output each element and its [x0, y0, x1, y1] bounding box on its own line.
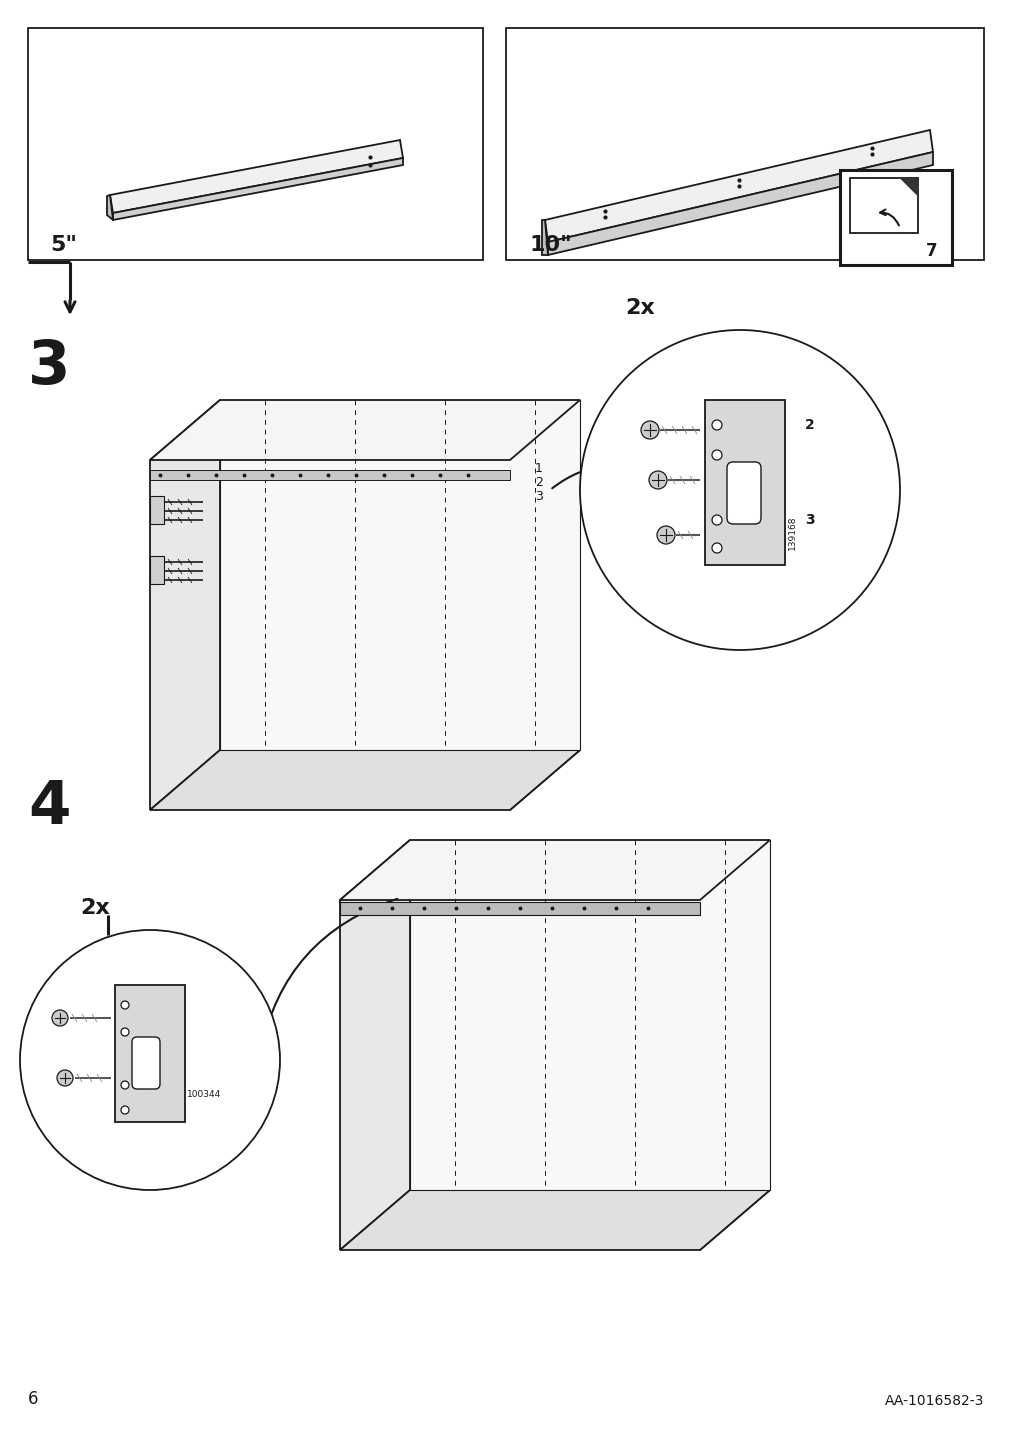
Polygon shape — [113, 158, 402, 221]
Text: 10": 10" — [530, 235, 572, 255]
Circle shape — [648, 471, 666, 488]
Polygon shape — [340, 841, 409, 1250]
Circle shape — [712, 516, 721, 526]
FancyBboxPatch shape — [726, 463, 760, 524]
Polygon shape — [899, 178, 917, 196]
Polygon shape — [548, 152, 932, 255]
Polygon shape — [542, 221, 548, 255]
Polygon shape — [340, 1190, 769, 1250]
Polygon shape — [340, 902, 700, 915]
FancyBboxPatch shape — [131, 1037, 160, 1088]
Text: 3: 3 — [804, 513, 814, 527]
Polygon shape — [150, 400, 579, 460]
Bar — [839, 170, 951, 265]
Circle shape — [20, 929, 280, 1190]
Polygon shape — [545, 130, 932, 242]
Text: 139168: 139168 — [788, 516, 797, 550]
Polygon shape — [510, 400, 579, 811]
Bar — [150, 556, 164, 584]
Text: 1: 1 — [535, 461, 542, 474]
Bar — [506, 29, 983, 261]
Circle shape — [579, 329, 899, 650]
Circle shape — [712, 543, 721, 553]
Circle shape — [57, 1070, 73, 1085]
Polygon shape — [409, 841, 769, 1190]
Polygon shape — [150, 470, 510, 480]
Text: 6: 6 — [28, 1390, 38, 1408]
Text: 3: 3 — [28, 338, 71, 397]
Polygon shape — [115, 985, 185, 1123]
Circle shape — [121, 1001, 128, 1010]
Text: 4: 4 — [28, 778, 71, 836]
Text: 5": 5" — [50, 235, 77, 255]
Text: 7: 7 — [925, 242, 937, 261]
Circle shape — [712, 450, 721, 460]
Text: 2x: 2x — [625, 298, 654, 318]
Polygon shape — [110, 140, 402, 213]
Bar — [849, 178, 917, 233]
Circle shape — [712, 420, 721, 430]
Polygon shape — [150, 750, 579, 811]
Text: 100344: 100344 — [187, 1090, 221, 1098]
Circle shape — [121, 1028, 128, 1035]
Circle shape — [121, 1081, 128, 1088]
Polygon shape — [340, 841, 769, 899]
Text: 3: 3 — [535, 490, 542, 503]
Bar — [150, 495, 164, 524]
Circle shape — [656, 526, 674, 544]
Circle shape — [121, 1106, 128, 1114]
Circle shape — [52, 1010, 68, 1025]
Polygon shape — [700, 841, 769, 1250]
Polygon shape — [219, 400, 579, 750]
Polygon shape — [705, 400, 785, 566]
Circle shape — [640, 421, 658, 440]
Text: 2: 2 — [535, 475, 542, 488]
Text: AA-1016582-3: AA-1016582-3 — [884, 1393, 983, 1408]
Polygon shape — [150, 400, 219, 811]
Polygon shape — [107, 195, 113, 221]
Text: 2x: 2x — [80, 898, 109, 918]
Text: 2: 2 — [804, 418, 814, 432]
Bar — [28, 29, 482, 261]
